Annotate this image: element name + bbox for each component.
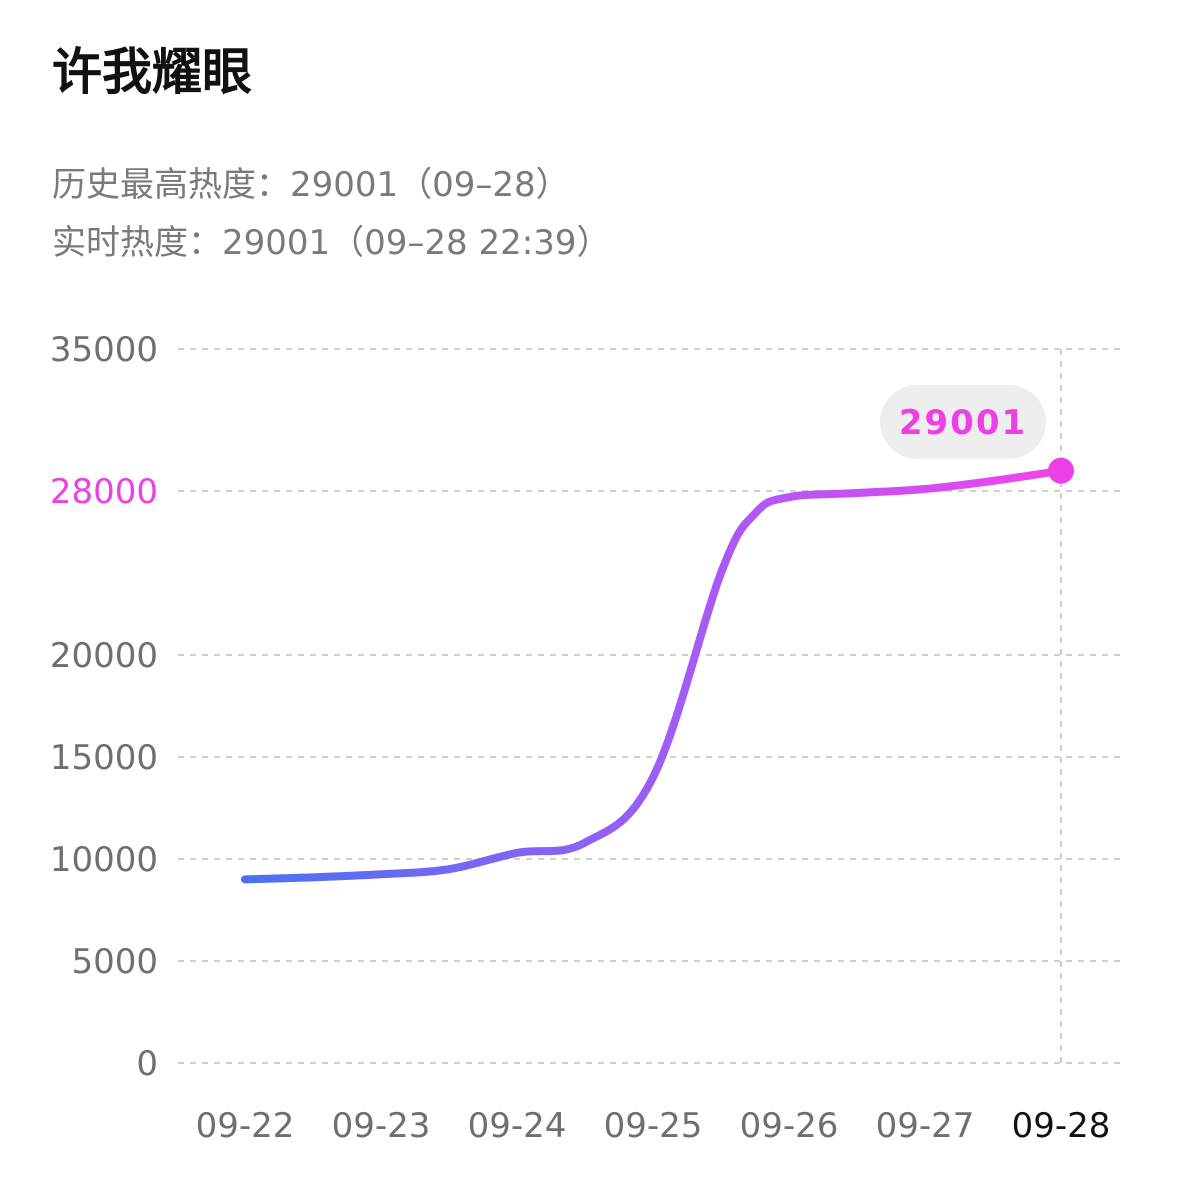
- y-tick-35000: 35000: [50, 330, 158, 370]
- y-tick-15000: 15000: [50, 738, 158, 778]
- x-tick-09-25[interactable]: 09-25: [604, 1106, 703, 1146]
- peak-heat-label: 历史最高热度：: [52, 165, 290, 205]
- realtime-heat-value: 29001（09–28 22:39）: [222, 223, 611, 263]
- tooltip-bubble: [880, 385, 1046, 459]
- x-tick-09-22[interactable]: 09-22: [196, 1106, 295, 1146]
- x-axis-labels: 09-22 09-23 09-24 09-25 09-26 09-27 09-28: [196, 1106, 1111, 1146]
- y-tick-5000: 5000: [71, 942, 158, 982]
- x-tick-09-23[interactable]: 09-23: [332, 1106, 431, 1146]
- y-tick-10000: 10000: [50, 840, 158, 880]
- heat-series: [241, 457, 1074, 884]
- x-tick-09-26[interactable]: 09-26: [740, 1106, 839, 1146]
- gridlines: [178, 348, 1125, 1064]
- realtime-heat-label: 实时热度：: [52, 223, 222, 263]
- last-point-marker[interactable]: [1048, 457, 1074, 484]
- y-tick-28000: 28000: [50, 472, 158, 512]
- peak-heat-value: 29001（09–28）: [290, 165, 570, 205]
- realtime-heat-row: 实时热度：29001（09–28 22:39）: [52, 223, 610, 264]
- peak-heat-row: 历史最高热度：29001（09–28）: [52, 165, 570, 206]
- y-tick-0: 0: [136, 1044, 158, 1084]
- series-line: [241, 466, 1065, 884]
- value-tooltip: 29001: [880, 385, 1046, 459]
- x-tick-09-27[interactable]: 09-27: [876, 1106, 975, 1146]
- y-axis-labels: 0 5000 10000 15000 20000 28000 35000: [50, 330, 158, 1084]
- y-tick-20000: 20000: [50, 636, 158, 676]
- page-title: 许我耀眼: [52, 43, 252, 101]
- tooltip-value: 29001: [899, 403, 1027, 443]
- x-tick-09-24[interactable]: 09-24: [468, 1106, 567, 1146]
- x-tick-09-28[interactable]: 09-28: [1012, 1106, 1111, 1146]
